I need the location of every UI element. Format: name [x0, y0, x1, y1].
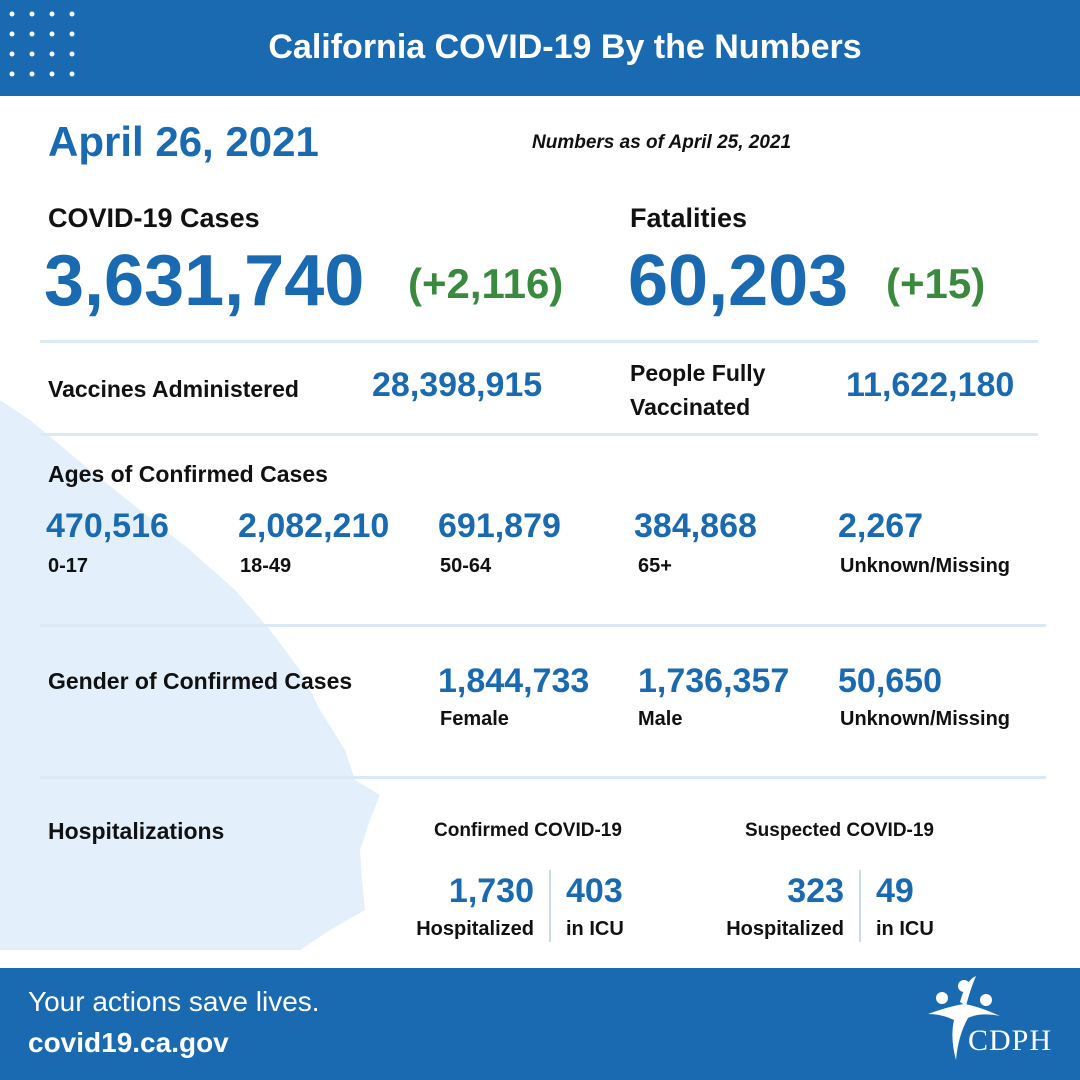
age-value-50-64: 691,879 [438, 507, 561, 545]
suspected-covid-title: Suspected COVID-19 [745, 820, 934, 841]
suspected-hospitalized-label: Hospitalized [726, 918, 844, 940]
gender-value-male: 1,736,357 [638, 662, 790, 700]
age-value-unknown: 2,267 [838, 507, 924, 545]
suspected-icu-value: 49 [876, 872, 914, 910]
fatalities-change: (+15) [886, 260, 986, 307]
confirmed-hospitalized-label: Hospitalized [416, 918, 534, 940]
age-value-0-17: 470,516 [46, 507, 169, 545]
california-map-silhouette [0, 400, 380, 950]
footer-bar [0, 968, 1080, 1080]
gender-label-unknown: Unknown/Missing [840, 708, 1010, 730]
fatalities-label: Fatalities [630, 203, 748, 233]
header-bar [0, 0, 1080, 96]
cdph-logo-icon [928, 976, 1000, 1060]
gender-value-unknown: 50,650 [838, 662, 942, 700]
cases-label: COVID-19 Cases [48, 203, 260, 233]
as-of-note: Numbers as of April 25, 2021 [532, 132, 792, 153]
age-value-18-49: 2,082,210 [238, 507, 390, 545]
footer-website-link[interactable]: covid19.ca.gov [28, 1027, 229, 1058]
page-title: California COVID-19 By the Numbers [268, 28, 862, 66]
cases-value: 3,631,740 [44, 241, 365, 321]
fatalities-value: 60,203 [628, 241, 849, 321]
footer-tagline: Your actions save lives. [28, 986, 320, 1017]
age-label-0-17: 0-17 [48, 555, 89, 577]
dot-grid-decoration [9, 11, 75, 77]
gender-label-female: Female [440, 708, 509, 730]
cases-change: (+2,116) [408, 260, 564, 307]
fully-vaccinated-label-line2: Vaccinated [630, 394, 751, 420]
suspected-hospitalized-value: 323 [787, 872, 844, 910]
confirmed-separator [549, 870, 551, 942]
vaccines-administered-label: Vaccines Administered [48, 376, 299, 402]
divider [40, 776, 1046, 779]
confirmed-covid-title: Confirmed COVID-19 [434, 820, 622, 841]
suspected-separator [859, 870, 861, 942]
fully-vaccinated-label-line1: People Fully [630, 360, 766, 386]
age-label-18-49: 18-49 [240, 555, 292, 577]
hospitalizations-title: Hospitalizations [48, 818, 225, 844]
vaccines-administered-value: 28,398,915 [372, 366, 543, 404]
confirmed-icu-label: in ICU [566, 918, 624, 940]
age-value-65-plus: 384,868 [634, 507, 757, 545]
age-label-65-plus: 65+ [638, 555, 672, 577]
ages-title: Ages of Confirmed Cases [48, 461, 328, 487]
divider [40, 433, 1038, 436]
suspected-icu-label: in ICU [876, 918, 934, 940]
cdph-logo-text: CDPH [968, 1024, 1053, 1057]
report-date: April 26, 2021 [48, 118, 319, 165]
divider [40, 340, 1038, 343]
confirmed-hospitalized-value: 1,730 [448, 872, 534, 910]
gender-label-male: Male [638, 708, 683, 730]
confirmed-icu-value: 403 [566, 872, 623, 910]
fully-vaccinated-value: 11,622,180 [846, 366, 1015, 404]
gender-value-female: 1,844,733 [438, 662, 590, 700]
age-label-50-64: 50-64 [440, 555, 492, 577]
age-label-unknown: Unknown/Missing [840, 555, 1010, 577]
gender-title: Gender of Confirmed Cases [48, 668, 353, 694]
divider [40, 624, 1046, 627]
